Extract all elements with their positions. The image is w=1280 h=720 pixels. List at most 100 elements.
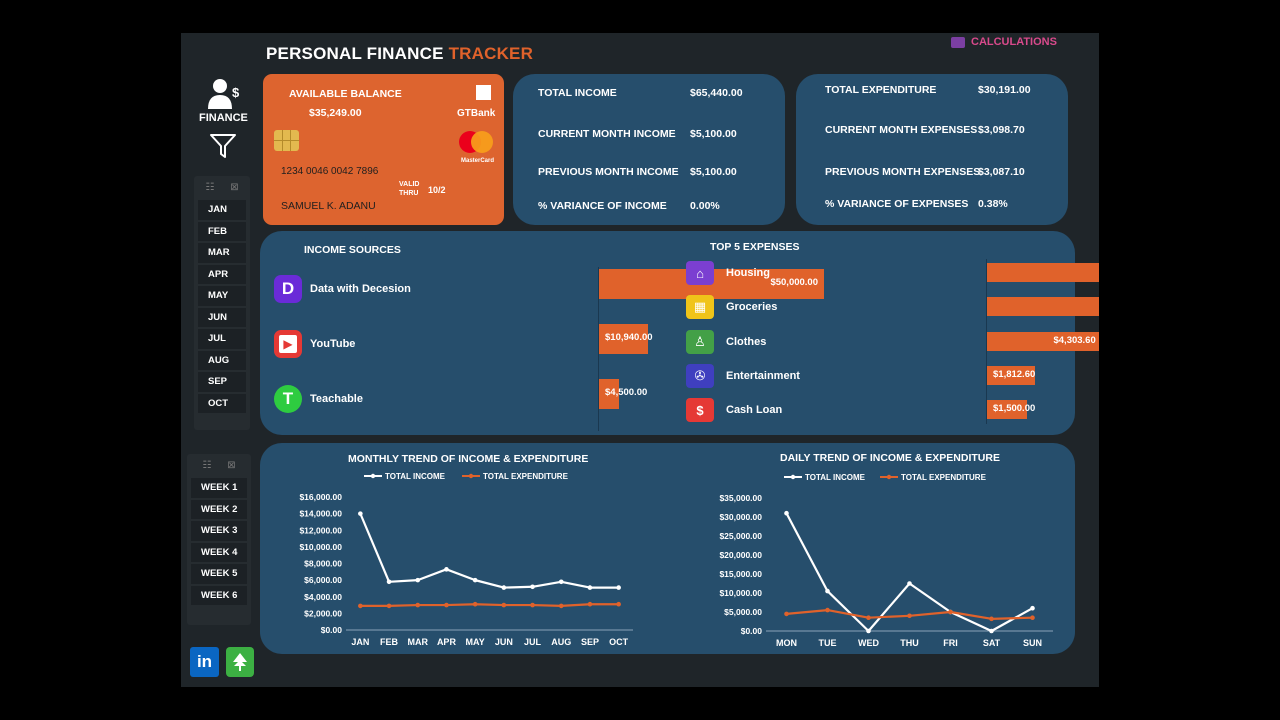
month-slicer: ☷ ⊠ JAN FEB MAR APR MAY JUN JUL AUG SEP OCT (194, 176, 250, 430)
income-source-label: Teachable (310, 393, 363, 405)
valid-thru-label: VALID THRU (399, 181, 420, 197)
expense-bar: $1,500.00 (987, 400, 1035, 419)
daily-trend-chart: TOTAL INCOME TOTAL EXPENDITURE $0.00 $5,000… (719, 473, 1053, 648)
week-slicer-item-3[interactable]: WEEK 3 (191, 521, 247, 541)
y-tick-label: $16,000.00 (299, 492, 342, 502)
x-tick-label: MON (776, 638, 797, 648)
income-axis-line (598, 267, 599, 431)
expense-item: ⌂ Housing (686, 261, 770, 285)
summary-value: 0.38% (978, 198, 1008, 210)
multi-select-icon[interactable]: ☷ (205, 181, 215, 193)
expenditure-point (558, 603, 564, 609)
expense-label: Housing (726, 267, 770, 279)
income-point (558, 579, 564, 585)
week-slicer-item-6[interactable]: WEEK 6 (191, 585, 247, 605)
month-slicer-item-feb[interactable]: FEB (198, 221, 246, 241)
slicer-header: ☷ ⊠ (187, 454, 251, 476)
clear-filter-icon[interactable]: ⊠ (227, 459, 236, 471)
summary-value: 0.00% (690, 200, 720, 212)
week-slicer-item-5[interactable]: WEEK 5 (191, 564, 247, 584)
expense-bar: $4,303.60 (987, 332, 1099, 351)
card-brand: MasterCard (461, 158, 495, 164)
summary-label: TOTAL INCOME (538, 87, 617, 99)
balance-label: AVAILABLE BALANCE (289, 88, 402, 100)
income-bar-value: $10,940.00 (605, 332, 653, 343)
income-point (472, 577, 478, 583)
expense-item: $ Cash Loan (686, 398, 782, 422)
summary-value: $3,098.70 (978, 124, 1025, 136)
expenditure-point (358, 603, 363, 609)
income-source-label: YouTube (310, 338, 356, 350)
month-slicer-item-may[interactable]: MAY (198, 286, 246, 306)
summary-label: CURRENT MONTH EXPENSES (825, 124, 978, 136)
income-point (386, 579, 392, 585)
page-title: PERSONAL FINANCE TRACKER (266, 44, 533, 64)
title-accent: TRACKER (448, 44, 534, 63)
income-point (866, 628, 871, 634)
expense-bar-value: $1,812.60 (993, 369, 1036, 380)
x-tick-label: JUN (495, 637, 513, 647)
expense-bar: $6,454.10 (987, 297, 1099, 316)
clear-filter-icon[interactable]: ⊠ (230, 181, 239, 193)
summary-label: % VARIANCE OF EXPENSES (825, 198, 969, 210)
summary-value: $3,087.10 (978, 166, 1025, 178)
income-point (907, 581, 912, 586)
expenditure-point (866, 615, 871, 620)
top-expenses-title: TOP 5 EXPENSES (710, 241, 800, 253)
title-main: PERSONAL FINANCE (266, 44, 449, 63)
multi-select-icon[interactable]: ☷ (202, 459, 212, 471)
week-slicer-item-1[interactable]: WEEK 1 (191, 478, 247, 498)
week-slicer-item-2[interactable]: WEEK 2 (191, 499, 247, 519)
income-series-line (785, 512, 1034, 633)
youtube-icon: ▶ (274, 330, 302, 358)
month-slicer-item-jul[interactable]: JUL (198, 329, 246, 349)
legend-marker (790, 474, 796, 480)
expense-label: Groceries (726, 301, 778, 313)
calculations-label: CALCULATIONS (971, 36, 1057, 48)
expenditure-point (386, 603, 392, 609)
income-bar: $10,940.00 (599, 324, 653, 354)
income-sources-title: INCOME SOURCES (304, 244, 401, 256)
expense-item: ▦ Groceries (686, 295, 777, 319)
linkedin-icon[interactable]: in (190, 647, 219, 677)
balance-value: $35,249.00 (309, 107, 362, 119)
x-tick-label: WED (858, 638, 879, 648)
linktree-icon[interactable] (226, 647, 254, 677)
y-tick-label: $30,000.00 (719, 512, 762, 522)
summary-label: % VARIANCE OF INCOME (538, 200, 667, 212)
week-slicer: ☷ ⊠ WEEK 1 WEEK 2 WEEK 3 WEEK 4 WEEK 5 WEEK 6 (187, 454, 251, 625)
x-tick-label: MAY (466, 637, 485, 647)
legend-marker (468, 473, 474, 479)
income-series-line (359, 513, 619, 589)
expense-label: Cash Loan (726, 404, 783, 416)
month-slicer-item-jan[interactable]: JAN (198, 200, 246, 220)
x-tick-label: SUN (1023, 638, 1042, 648)
summary-value: $5,100.00 (690, 166, 737, 178)
filter-icon[interactable] (209, 132, 237, 160)
month-slicer-item-oct[interactable]: OCT (198, 393, 246, 413)
summary-value: $30,191.00 (978, 84, 1031, 96)
groceries-icon: ▦ (686, 295, 714, 319)
legend-marker (886, 474, 892, 480)
y-tick-label: $20,000.00 (719, 550, 762, 560)
expenditure-point (415, 602, 421, 608)
week-slicer-item-4[interactable]: WEEK 4 (191, 542, 247, 562)
month-slicer-item-mar[interactable]: MAR (198, 243, 246, 263)
finance-label: FINANCE (199, 112, 248, 124)
month-slicer-item-aug[interactable]: AUG (198, 350, 246, 370)
x-tick-label: FRI (943, 638, 958, 648)
income-point (501, 585, 507, 590)
y-tick-label: $0.00 (741, 626, 763, 636)
month-slicer-item-sep[interactable]: SEP (198, 372, 246, 392)
month-slicer-item-jun[interactable]: JUN (198, 307, 246, 327)
expenditure-point (444, 602, 449, 608)
calculations-link[interactable]: CALCULATIONS (951, 36, 1057, 48)
x-tick-label: OCT (609, 637, 629, 647)
y-tick-label: $14,000.00 (299, 509, 342, 519)
bank-name: GTBank (457, 108, 496, 119)
month-slicer-item-apr[interactable]: APR (198, 264, 246, 284)
sources-expenses-panel: INCOME SOURCES TOP 5 EXPENSES D Data with… (260, 231, 1099, 435)
expense-bar: $1,812.60 (987, 366, 1036, 385)
expense-bar-value: $4,303.60 (1053, 335, 1096, 346)
expenditure-point (1030, 615, 1035, 620)
